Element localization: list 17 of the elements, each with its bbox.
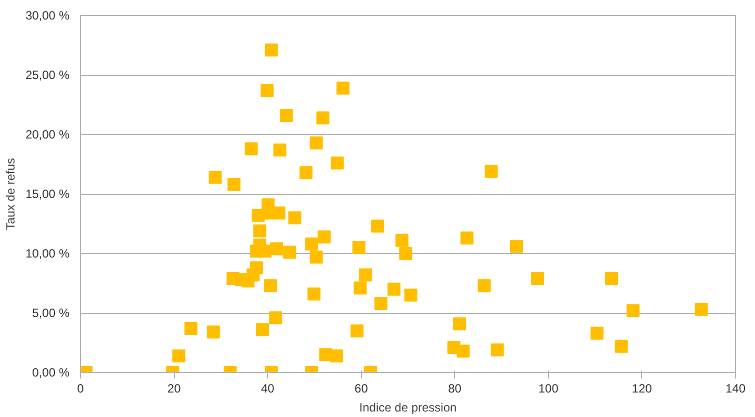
x-tick-label: 140 — [725, 382, 746, 396]
y-tick-label: 30,00 % — [25, 8, 70, 22]
x-tick-label: 120 — [632, 382, 652, 396]
y-tick-label: 0,00 % — [32, 366, 70, 380]
x-tick-label: 0 — [77, 382, 84, 396]
x-tick-label: 100 — [538, 382, 559, 396]
y-tick-label: 5,00 % — [32, 306, 70, 320]
y-tick-label: 20,00 % — [25, 128, 70, 142]
y-axis-title: Taux de refus — [3, 158, 18, 230]
y-tick-label: 15,00 % — [25, 187, 70, 201]
y-tick-label: 10,00 % — [25, 246, 70, 260]
x-tick-label: 80 — [448, 382, 462, 396]
y-tick-label: 25,00 % — [25, 68, 70, 82]
x-tick-label: 60 — [354, 382, 368, 396]
x-tick-label: 40 — [260, 382, 275, 396]
x-axis-title: Indice de pression — [359, 400, 457, 414]
x-tick-label: 20 — [167, 382, 182, 396]
